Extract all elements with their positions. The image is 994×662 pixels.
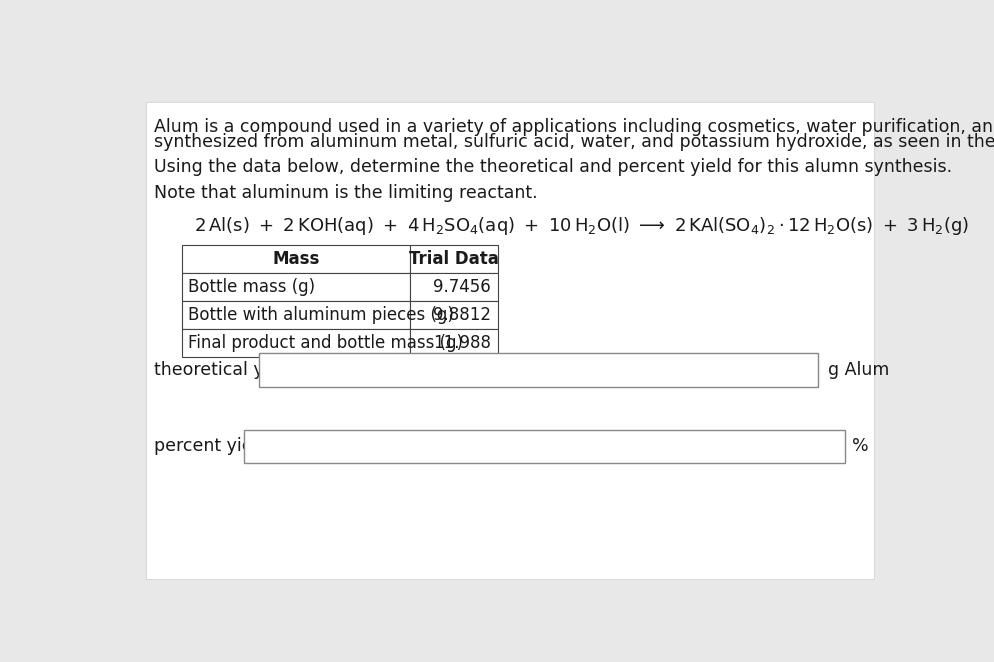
Bar [410, 245, 498, 273]
Text: 9.7456: 9.7456 [432, 278, 490, 296]
Text: 11.988: 11.988 [432, 334, 490, 352]
Text: g Alum: g Alum [827, 361, 888, 379]
Text: Note that aluminum is the limiting reactant.: Note that aluminum is the limiting react… [153, 184, 537, 202]
Text: Bottle with aluminum pieces (g): Bottle with aluminum pieces (g) [188, 307, 453, 324]
Text: Mass: Mass [272, 250, 319, 268]
Bar [259, 354, 817, 387]
Text: 9.8812: 9.8812 [432, 307, 490, 324]
Text: theoretical yield:: theoretical yield: [153, 361, 300, 379]
Bar [182, 245, 410, 273]
Bar [182, 301, 410, 329]
Bar [410, 301, 498, 329]
Bar [244, 430, 845, 463]
Text: synthesized from aluminum metal, sulfuric acid, water, and potassium hydroxide, : synthesized from aluminum metal, sulfuri… [153, 133, 994, 151]
Text: Using the data below, determine the theoretical and percent yield for this alumn: Using the data below, determine the theo… [153, 158, 951, 177]
Bar [410, 273, 498, 301]
Bar [182, 329, 410, 357]
Text: Alum is a compound used in a variety of applications including cosmetics, water : Alum is a compound used in a variety of … [153, 118, 994, 136]
Text: percent yield:: percent yield: [153, 438, 273, 455]
Bar [410, 329, 498, 357]
Text: Trial Data: Trial Data [409, 250, 498, 268]
Text: Final product and bottle mass (g): Final product and bottle mass (g) [188, 334, 462, 352]
Text: $\rm 2\,Al(s)\ +\ 2\,KOH(aq)\ +\ 4\,H_2SO_4(aq)\ +\ 10\,H_2O(l)$$\ \longrightarr: $\rm 2\,Al(s)\ +\ 2\,KOH(aq)\ +\ 4\,H_2S… [194, 214, 968, 236]
Text: %: % [851, 438, 868, 455]
Bar [182, 273, 410, 301]
Text: Bottle mass (g): Bottle mass (g) [188, 278, 314, 296]
